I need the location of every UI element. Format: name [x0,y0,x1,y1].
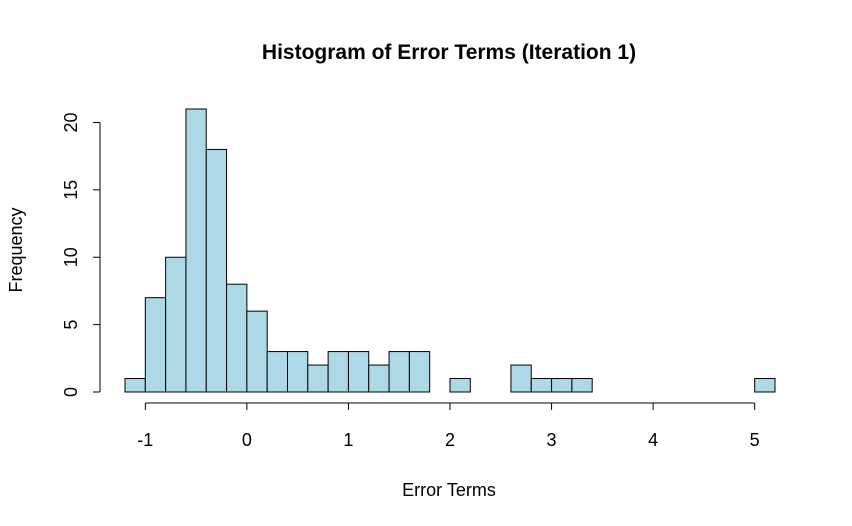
x-tick-label-4: 3 [547,430,557,450]
x-axis-label: Error Terms [402,480,496,500]
x-tick-label-0: -1 [137,430,153,450]
histogram-bar-16 [449,378,471,393]
histogram-bar-14 [408,351,431,393]
x-tick-label-3: 2 [445,430,455,450]
histogram-bar-13 [388,351,410,393]
histogram-bar-21 [551,378,573,393]
histogram-bar-10 [327,351,349,393]
histogram-bar-22 [571,378,593,393]
histogram-bar-9 [307,364,329,393]
histogram-bar-8 [287,351,309,393]
histogram-bar-5 [226,283,248,393]
histogram-bar-6 [246,310,268,393]
bars-group [124,108,776,393]
x-tick-label-2: 1 [343,430,353,450]
x-tick-label-1: 0 [242,430,252,450]
histogram-bar-2 [165,256,187,393]
y-tick-label-0: 0 [61,387,81,397]
histogram-bar-1 [144,297,167,393]
y-tick-label-1: 5 [61,320,81,330]
histogram-bar-3 [185,108,207,393]
y-axis: 0 5 10 15 20 [61,112,101,397]
x-axis: -1 0 1 2 3 4 5 [137,402,760,450]
histogram-bar-19 [510,364,532,393]
y-tick-label-2: 10 [61,247,81,267]
histogram-bar-0 [124,378,146,393]
histogram-bar-7 [266,351,289,393]
histogram-bar-4 [205,148,228,393]
x-tick-label-5: 4 [648,430,658,450]
y-axis-label: Frequency [6,207,26,292]
y-tick-label-4: 20 [61,112,81,132]
histogram-bar-11 [347,351,370,393]
y-tick-label-3: 15 [61,180,81,200]
histogram-bar-31 [754,378,776,393]
histogram-bar-20 [530,378,553,393]
histogram-bar-12 [368,364,390,393]
x-tick-label-6: 5 [750,430,760,450]
chart-title: Histogram of Error Terms (Iteration 1) [262,41,636,64]
